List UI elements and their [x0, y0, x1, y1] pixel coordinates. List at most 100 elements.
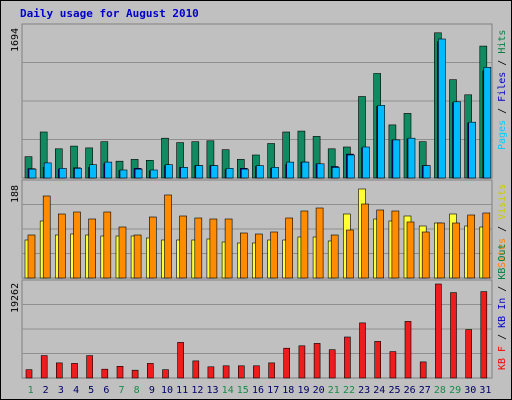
- day-label: 18: [282, 385, 294, 396]
- day-label: 26: [404, 385, 416, 396]
- day-label: 27: [419, 385, 431, 396]
- bar-kb-f-day-4: [71, 363, 78, 379]
- bar-pages-day-15: [241, 168, 249, 179]
- bar-sites-day-2: [42, 195, 51, 279]
- bar-kb-f-day-2: [40, 355, 48, 379]
- bar-pages-day-6: [104, 161, 113, 179]
- bar-kb-f-day-14: [222, 365, 230, 379]
- bar-kb-f-day-18: [283, 347, 291, 379]
- bar-sites-day-6: [103, 211, 112, 279]
- day-label: 6: [103, 385, 109, 396]
- legend-hits: Hits: [497, 30, 508, 54]
- day-label: 16: [252, 385, 264, 396]
- bar-pages-day-28: [438, 38, 446, 179]
- bar-sites-day-24: [376, 209, 385, 279]
- day-label: 19: [297, 385, 309, 396]
- bar-kb-f-day-21: [328, 349, 336, 379]
- legend-sites: Sites: [497, 238, 508, 268]
- bar-sites-day-5: [88, 218, 96, 279]
- day-label: 15: [237, 385, 249, 396]
- bar-sites-day-30: [467, 214, 476, 279]
- day-label: 29: [449, 385, 461, 396]
- day-label: 14: [222, 385, 234, 396]
- bar-pages-day-23: [362, 146, 370, 179]
- pages-files-hits-panel: [21, 23, 493, 179]
- bar-kb-f-day-25: [389, 351, 397, 379]
- day-label: 9: [149, 385, 155, 396]
- bar-pages-day-5: [89, 164, 97, 179]
- kb-panel: [21, 279, 493, 379]
- bar-pages-day-30: [468, 121, 477, 179]
- bar-kb-f-day-11: [177, 342, 184, 379]
- legend-separator: /: [497, 280, 508, 298]
- bar-kb-f-day-27: [419, 361, 427, 379]
- bar-kb-f-day-8: [131, 369, 139, 379]
- bar-kb-f-day-28: [435, 283, 442, 379]
- bar-sites-day-7: [118, 226, 127, 279]
- bar-pages-day-16: [256, 165, 264, 179]
- day-label: 5: [88, 385, 94, 396]
- legend-visits: Visits: [497, 184, 508, 220]
- bar-pages-day-29: [453, 101, 461, 179]
- hits-ymax-label: 1694: [10, 28, 21, 52]
- bar-pages-day-31: [483, 67, 492, 179]
- hits-side-legend: Pages / Files / Hits: [497, 30, 508, 150]
- bar-pages-day-2: [43, 162, 52, 179]
- bar-kb-f-day-20: [313, 343, 321, 379]
- bar-pages-day-19: [301, 161, 310, 179]
- day-label: 24: [373, 385, 385, 396]
- legend-pages: Pages: [497, 120, 508, 150]
- bar-kb-f-day-23: [359, 322, 366, 379]
- bar-pages-day-22: [347, 154, 355, 179]
- bar-sites-day-4: [73, 211, 81, 279]
- bar-kb-f-day-3: [55, 362, 63, 379]
- bar-pages-day-8: [134, 168, 143, 179]
- bar-sites-day-22: [346, 229, 354, 279]
- bar-pages-day-10: [165, 164, 173, 179]
- bar-sites-day-28: [437, 222, 445, 279]
- bar-kb-f-day-29: [450, 292, 457, 379]
- day-label: 21: [328, 385, 340, 396]
- bar-kb-f-day-16: [253, 365, 260, 379]
- bar-pages-day-9: [150, 169, 158, 179]
- bar-kb-f-day-30: [465, 329, 473, 379]
- day-label: 17: [267, 385, 279, 396]
- bar-kb-f-day-10: [162, 369, 169, 379]
- day-label: 20: [313, 385, 325, 396]
- svg-text:KB F / KB In / KB Out: KB F / KB In / KB Out: [497, 244, 508, 370]
- bar-pages-day-3: [58, 168, 67, 179]
- day-label: 10: [161, 385, 173, 396]
- bar-pages-day-14: [225, 168, 234, 179]
- bar-sites-day-14: [224, 218, 233, 279]
- bar-pages-day-18: [286, 161, 295, 179]
- bar-sites-day-29: [452, 222, 460, 279]
- legend-separator: /: [497, 54, 508, 72]
- bar-sites-day-11: [179, 215, 187, 279]
- bar-kb-f-day-31: [480, 291, 488, 379]
- bar-kb-f-day-6: [101, 368, 109, 379]
- day-label: 12: [191, 385, 203, 396]
- legend-kb-f: KB F: [497, 346, 508, 370]
- bar-pages-day-4: [74, 168, 82, 179]
- bar-sites-day-19: [300, 210, 309, 279]
- bar-sites-day-13: [209, 218, 218, 279]
- day-label: 25: [388, 385, 400, 396]
- visits-sites-panel: [21, 179, 493, 279]
- day-label: 1: [28, 385, 34, 396]
- svg-text:Sites / Visits: Sites / Visits: [497, 184, 508, 268]
- svg-text:Pages / Files / Hits: Pages / Files / Hits: [497, 30, 508, 150]
- bar-pages-day-21: [331, 167, 340, 179]
- bar-sites-day-1: [27, 234, 36, 279]
- bar-kb-f-day-24: [374, 341, 382, 379]
- bar-kb-f-day-5: [86, 355, 93, 379]
- bar-pages-day-27: [422, 165, 431, 179]
- bar-pages-day-25: [392, 139, 401, 179]
- day-label: 22: [343, 385, 355, 396]
- legend-separator: /: [497, 328, 508, 346]
- bar-sites-day-17: [270, 231, 278, 279]
- bar-sites-day-18: [285, 217, 294, 279]
- day-label: 31: [479, 385, 491, 396]
- bar-sites-day-27: [421, 231, 430, 279]
- bar-pages-day-1: [28, 168, 37, 179]
- bar-sites-day-21: [330, 234, 339, 279]
